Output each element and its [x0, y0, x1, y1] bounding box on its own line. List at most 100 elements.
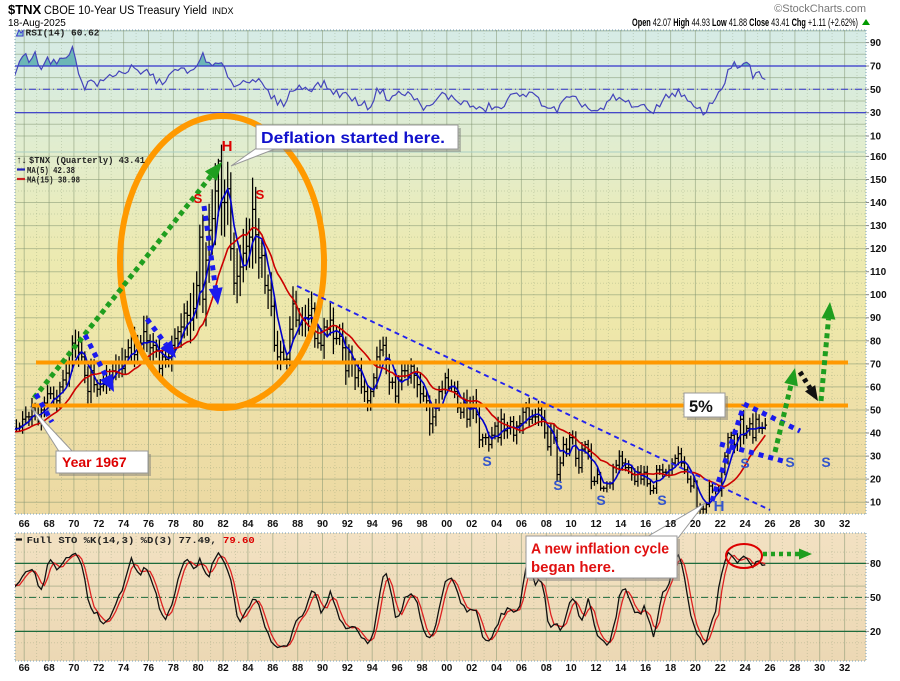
svg-text:began here.: began here.	[531, 559, 615, 576]
svg-text:H: H	[714, 498, 725, 515]
svg-text:H: H	[222, 138, 233, 155]
svg-text:CBOE 10-Year US Treasury Yield: CBOE 10-Year US Treasury Yield	[44, 5, 207, 17]
svg-text:70: 70	[870, 359, 882, 370]
svg-text:88: 88	[292, 519, 304, 530]
svg-text:5%: 5%	[689, 398, 713, 416]
svg-text:$TNX: $TNX	[8, 2, 42, 17]
svg-text:06: 06	[516, 519, 528, 530]
svg-text:30: 30	[870, 108, 882, 119]
svg-text:94: 94	[367, 519, 379, 530]
svg-text:160: 160	[870, 152, 887, 163]
svg-text:20: 20	[870, 475, 882, 486]
svg-text:©StockCharts.com: ©StockCharts.com	[774, 3, 866, 15]
svg-text:84: 84	[242, 663, 254, 674]
svg-text:140: 140	[870, 198, 887, 209]
svg-text:20: 20	[690, 663, 702, 674]
svg-text:50: 50	[870, 85, 882, 96]
svg-text:96: 96	[392, 519, 404, 530]
svg-text:120: 120	[870, 244, 887, 255]
svg-text:88: 88	[292, 663, 304, 674]
svg-text:14: 14	[615, 519, 627, 530]
svg-text:18: 18	[665, 519, 677, 530]
svg-text:80: 80	[193, 519, 205, 530]
svg-text:INDX: INDX	[212, 6, 234, 16]
svg-text:70: 70	[68, 663, 80, 674]
svg-text:08: 08	[541, 663, 553, 674]
svg-text:S: S	[596, 492, 605, 508]
svg-text:60: 60	[870, 382, 882, 393]
svg-text:76: 76	[143, 663, 155, 674]
svg-text:S: S	[194, 191, 203, 206]
svg-text:02: 02	[466, 519, 478, 530]
svg-text:40: 40	[870, 429, 882, 440]
svg-text:S: S	[821, 454, 830, 470]
svg-text:Open 42.07 High 44.93 Low 41.8: Open 42.07 High 44.93 Low 41.88 Close 43…	[632, 17, 858, 29]
svg-text:26: 26	[764, 663, 776, 674]
svg-text:84: 84	[242, 519, 254, 530]
svg-text:66: 66	[19, 519, 31, 530]
svg-text:00: 00	[441, 519, 453, 530]
svg-text:20: 20	[870, 627, 882, 638]
svg-text:110: 110	[870, 267, 887, 278]
svg-text:28: 28	[789, 519, 801, 530]
svg-text:16: 16	[640, 663, 652, 674]
svg-text:10: 10	[870, 132, 882, 143]
svg-text:30: 30	[870, 452, 882, 463]
svg-text:18: 18	[665, 663, 677, 674]
svg-text:68: 68	[44, 519, 56, 530]
svg-text:00: 00	[441, 663, 453, 674]
svg-text:22: 22	[715, 519, 727, 530]
svg-text:Year 1967: Year 1967	[62, 454, 127, 470]
svg-text:66: 66	[19, 663, 31, 674]
svg-text:86: 86	[267, 663, 279, 674]
svg-text:32: 32	[839, 663, 851, 674]
svg-text:76: 76	[143, 519, 155, 530]
svg-text:24: 24	[740, 519, 752, 530]
svg-text:74: 74	[118, 519, 130, 530]
svg-text:32: 32	[839, 519, 851, 530]
svg-text:90: 90	[317, 663, 329, 674]
svg-text:10: 10	[566, 519, 578, 530]
svg-text:50: 50	[870, 593, 882, 604]
svg-text:A new inflation cycle: A new inflation cycle	[531, 541, 669, 558]
svg-text:78: 78	[168, 663, 180, 674]
svg-text:MA(15) 38.98: MA(15) 38.98	[27, 174, 80, 185]
svg-text:04: 04	[491, 663, 503, 674]
svg-text:30: 30	[814, 519, 826, 530]
svg-text:10: 10	[566, 663, 578, 674]
svg-text:12: 12	[590, 519, 602, 530]
svg-text:80: 80	[870, 559, 882, 570]
svg-text:MA(5) 42.38: MA(5) 42.38	[27, 165, 75, 176]
svg-text:96: 96	[392, 663, 404, 674]
svg-text:90: 90	[870, 313, 882, 324]
svg-text:S: S	[657, 492, 666, 508]
svg-text:150: 150	[870, 175, 887, 186]
svg-text:68: 68	[44, 663, 56, 674]
svg-text:92: 92	[342, 519, 354, 530]
svg-text:S: S	[740, 455, 749, 471]
svg-text:Deflation started here.: Deflation started here.	[261, 130, 445, 147]
svg-text:72: 72	[93, 663, 105, 674]
svg-text:74: 74	[118, 663, 130, 674]
svg-text:130: 130	[870, 221, 887, 232]
svg-text:70: 70	[68, 519, 80, 530]
svg-text:18-Aug-2025: 18-Aug-2025	[8, 18, 66, 29]
svg-text:$TNX (Quarterly) 43.41: $TNX (Quarterly) 43.41	[29, 155, 145, 166]
svg-text:80: 80	[870, 336, 882, 347]
svg-text:12: 12	[590, 663, 602, 674]
svg-text:30: 30	[814, 663, 826, 674]
svg-text:02: 02	[466, 663, 478, 674]
svg-text:80: 80	[193, 663, 205, 674]
svg-text:14: 14	[615, 663, 627, 674]
svg-text:10: 10	[870, 498, 882, 509]
svg-text:70: 70	[870, 62, 882, 73]
svg-text:98: 98	[416, 519, 428, 530]
svg-text:20: 20	[690, 519, 702, 530]
svg-text:S: S	[553, 477, 562, 493]
svg-text:90: 90	[870, 38, 882, 49]
svg-text:92: 92	[342, 663, 354, 674]
svg-text:S: S	[482, 453, 491, 469]
svg-text:24: 24	[740, 663, 752, 674]
svg-text:28: 28	[789, 663, 801, 674]
svg-text:RSI(14) 60.62: RSI(14) 60.62	[26, 28, 100, 39]
